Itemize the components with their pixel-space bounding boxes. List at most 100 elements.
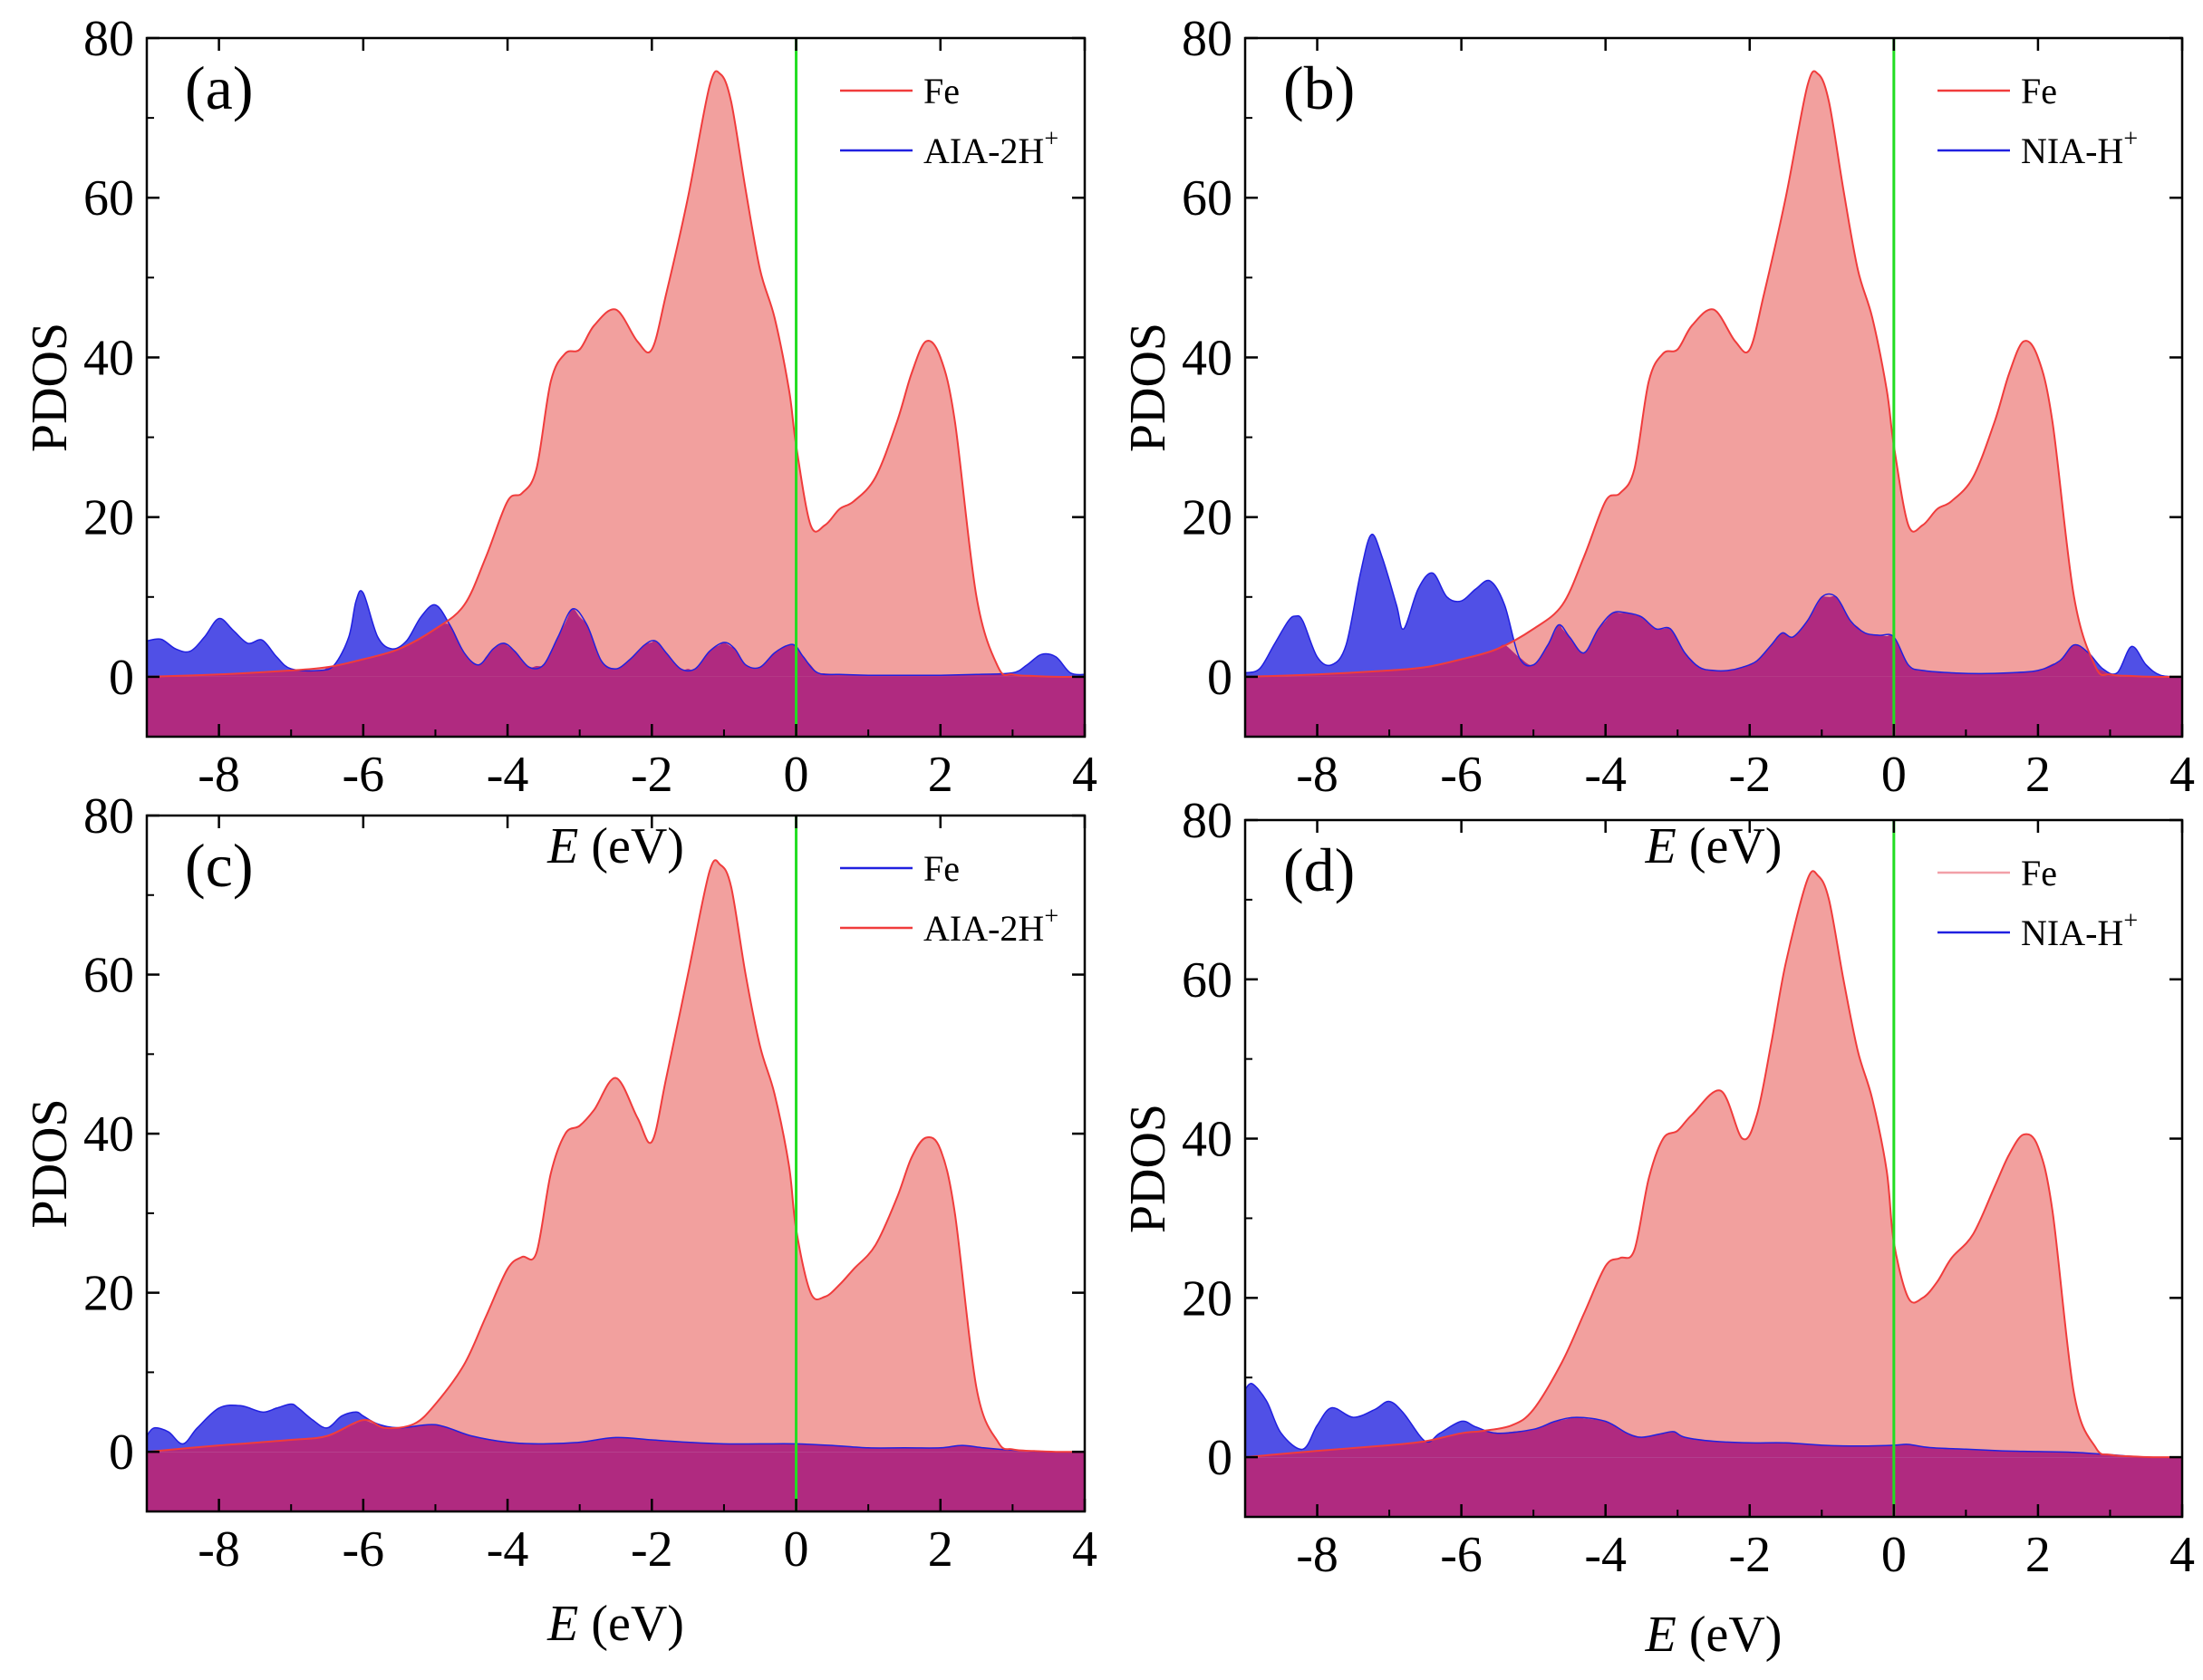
x-tick-label: -2 <box>631 1521 673 1578</box>
x-tick-label: 4 <box>1072 747 1097 803</box>
x-tick-label: -2 <box>1728 1527 1771 1583</box>
y-tick-label: 60 <box>1182 170 1232 227</box>
x-tick-label: 4 <box>1072 1521 1097 1578</box>
x-tick-label: 0 <box>1881 747 1907 803</box>
x-tick-label: -8 <box>1296 747 1338 803</box>
panel-label: (c) <box>185 831 253 900</box>
x-tick-label: 0 <box>784 747 809 803</box>
series-fe-area <box>1245 871 2182 1458</box>
y-tick-label: 60 <box>83 170 134 227</box>
x-tick-label: 2 <box>2025 1527 2051 1583</box>
panel-label: (d) <box>1283 835 1355 904</box>
x-tick-label: -4 <box>487 1521 529 1578</box>
legend: Fe AIA-2H+ <box>840 71 1058 171</box>
series-fe-line <box>1245 70 2182 678</box>
x-tick-label: -6 <box>343 747 385 803</box>
panel-label: (a) <box>185 53 253 122</box>
series-nia-h-line <box>1245 1383 2182 1459</box>
legend-label: Fe <box>2021 71 2057 111</box>
axes-frame <box>1243 818 2184 1519</box>
series-aia-2h-area <box>147 860 1085 1453</box>
y-axis-label: PDOS <box>1120 1104 1176 1233</box>
baseline-band <box>147 1452 1085 1511</box>
y-axis-label: PDOS <box>1120 323 1176 452</box>
x-tick-label: -6 <box>1440 1527 1483 1583</box>
baseline-band <box>1245 1457 2182 1517</box>
legend-label: AIA-2H+ <box>923 903 1058 949</box>
x-tick-label: -4 <box>1584 747 1627 803</box>
plot-area-d <box>1245 870 2182 1517</box>
plot-area-a <box>147 70 1085 737</box>
x-tick-label: 0 <box>1881 1527 1907 1583</box>
x-tick-label: 2 <box>928 747 953 803</box>
x-axis-label: E (eV) <box>1645 1607 1783 1663</box>
overlap-area <box>1245 1417 2182 1458</box>
y-tick-label: 60 <box>1182 952 1232 1009</box>
x-axis-label: E (eV) <box>546 1596 684 1652</box>
y-tick-label: 40 <box>83 1106 134 1163</box>
y-tick-label: 80 <box>83 788 134 845</box>
baseline-band <box>147 676 1085 737</box>
y-tick-label: 40 <box>1182 1112 1232 1168</box>
axes-frame <box>1243 36 2184 739</box>
y-tick-label: 80 <box>83 11 134 67</box>
x-tick-label: 2 <box>928 1521 953 1578</box>
y-tick-label: 80 <box>1182 793 1232 849</box>
legend: Fe NIA-H+ <box>1937 853 2138 953</box>
y-tick-label: 80 <box>1182 11 1232 67</box>
legend: Fe AIA-2H+ <box>840 848 1058 949</box>
x-tick-label: -2 <box>1728 747 1771 803</box>
x-tick-label: -6 <box>343 1521 385 1578</box>
y-tick-label: 60 <box>83 948 134 1004</box>
y-axis-label: PDOS <box>22 1098 78 1228</box>
x-tick-label: -8 <box>198 747 240 803</box>
x-axis-label: E (eV) <box>546 818 684 874</box>
x-tick-label: -8 <box>1296 1527 1338 1583</box>
y-tick-label: 0 <box>1207 650 1232 706</box>
y-tick-label: 0 <box>109 1424 134 1481</box>
legend-label: NIA-H+ <box>2021 125 2138 171</box>
series-nia-h-area <box>1245 534 2182 677</box>
plot-area-b <box>1245 70 2182 737</box>
panel-label: (b) <box>1283 53 1355 122</box>
x-tick-label: -4 <box>1584 1527 1627 1583</box>
y-tick-label: 0 <box>1207 1430 1232 1486</box>
y-tick-label: 20 <box>83 490 134 546</box>
axes-frame <box>145 36 1087 739</box>
x-tick-label: 4 <box>2169 1527 2195 1583</box>
series-aia-2h-line <box>147 859 1085 1453</box>
axes-frame <box>145 814 1087 1513</box>
x-tick-label: 2 <box>2025 747 2051 803</box>
overlap-area <box>1245 595 2182 677</box>
baseline-band <box>1245 676 2182 737</box>
legend-label: Fe <box>923 848 960 889</box>
legend-label: AIA-2H+ <box>923 125 1058 171</box>
series-fe-line <box>1245 870 2182 1459</box>
y-tick-label: 40 <box>83 330 134 386</box>
x-axis-label: E (eV) <box>1645 818 1783 874</box>
y-tick-label: 20 <box>1182 1270 1232 1327</box>
x-tick-label: -2 <box>631 747 673 803</box>
plot-area-c <box>147 859 1085 1511</box>
series-fe-area <box>147 71 1085 677</box>
series-fe-area <box>1245 71 2182 677</box>
series-fe-line <box>147 1403 1085 1453</box>
y-tick-label: 40 <box>1182 330 1232 386</box>
x-tick-label: -6 <box>1440 747 1483 803</box>
legend-label: Fe <box>923 71 960 111</box>
x-tick-label: -4 <box>487 747 529 803</box>
x-tick-label: 4 <box>2169 747 2195 803</box>
x-tick-label: 0 <box>784 1521 809 1578</box>
legend-label: NIA-H+ <box>2021 907 2138 953</box>
series-fe-line <box>147 70 1085 678</box>
y-tick-label: 20 <box>83 1266 134 1322</box>
legend-label: Fe <box>2021 853 2057 893</box>
series-aia-2h-line <box>147 590 1085 676</box>
y-axis-label: PDOS <box>22 323 78 452</box>
y-tick-label: 20 <box>1182 490 1232 546</box>
